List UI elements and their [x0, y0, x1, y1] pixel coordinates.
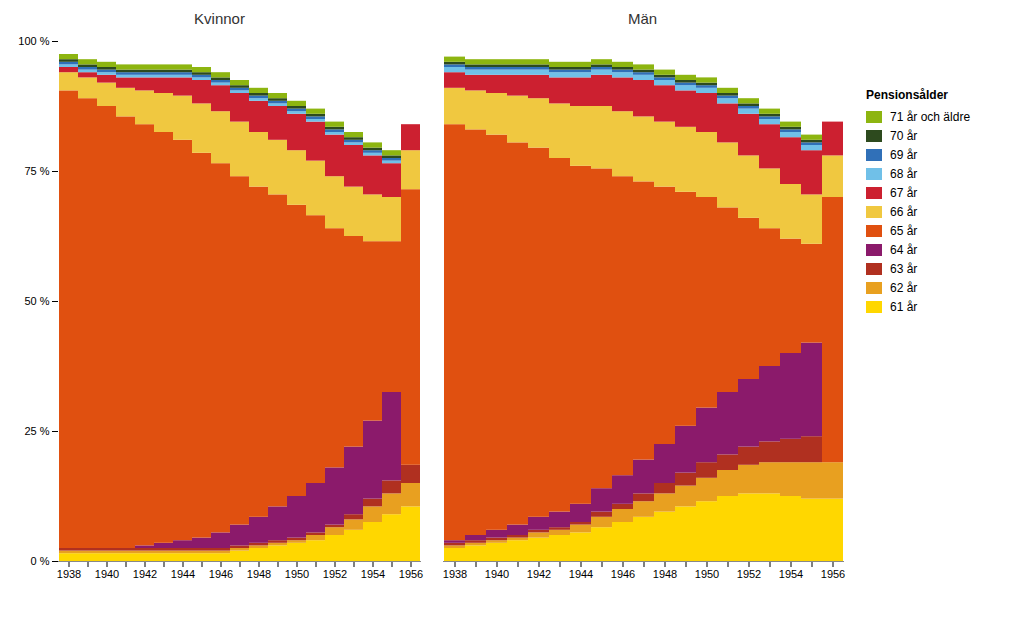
svg-text:1942: 1942: [133, 568, 157, 580]
html-text:61 år: 61 år: [890, 300, 918, 314]
html-text:67 år: 67 år: [890, 186, 918, 200]
svg-text:1954: 1954: [779, 568, 803, 580]
html-text:63 år: 63 år: [890, 262, 918, 276]
svg-text:1950: 1950: [285, 568, 309, 580]
svg-text:1944: 1944: [569, 568, 593, 580]
html-text:68 år: 68 år: [890, 167, 918, 181]
html-text:71 år och äldre: 71 år och äldre: [890, 110, 971, 124]
html-text:69 år: 69 år: [890, 148, 918, 162]
svg-text:1938: 1938: [443, 568, 467, 580]
svg-text:1940: 1940: [95, 568, 119, 580]
svg-text:1948: 1948: [653, 568, 677, 580]
svg-text:1942: 1942: [527, 568, 551, 580]
html-text:Kvinnor: Kvinnor: [194, 10, 245, 27]
svg-text:1956: 1956: [821, 568, 845, 580]
html-text:70 år: 70 år: [890, 129, 918, 143]
svg-text:1946: 1946: [611, 568, 635, 580]
svg-text:75 %: 75 %: [24, 165, 49, 177]
html-text:66 år: 66 år: [890, 205, 918, 219]
html-text:64 år: 64 år: [890, 243, 918, 257]
svg-text:1956: 1956: [399, 568, 423, 580]
svg-text:1944: 1944: [171, 568, 195, 580]
svg-text:1946: 1946: [209, 568, 233, 580]
svg-text:25 %: 25 %: [24, 425, 49, 437]
svg-text:0 %: 0 %: [31, 555, 50, 567]
svg-text:100 %: 100 %: [18, 35, 49, 47]
html-text:62 år: 62 år: [890, 281, 918, 295]
svg-text:1952: 1952: [737, 568, 761, 580]
html-text:Pensionsålder: Pensionsålder: [866, 88, 948, 102]
svg-text:1938: 1938: [57, 568, 81, 580]
svg-text:1940: 1940: [485, 568, 509, 580]
svg-text:1950: 1950: [695, 568, 719, 580]
svg-text:1954: 1954: [361, 568, 385, 580]
svg-text:1948: 1948: [247, 568, 271, 580]
svg-text:1952: 1952: [323, 568, 347, 580]
html-text:65 år: 65 år: [890, 224, 918, 238]
html-text:Män: Män: [627, 10, 658, 27]
svg-text:50 %: 50 %: [24, 295, 49, 307]
